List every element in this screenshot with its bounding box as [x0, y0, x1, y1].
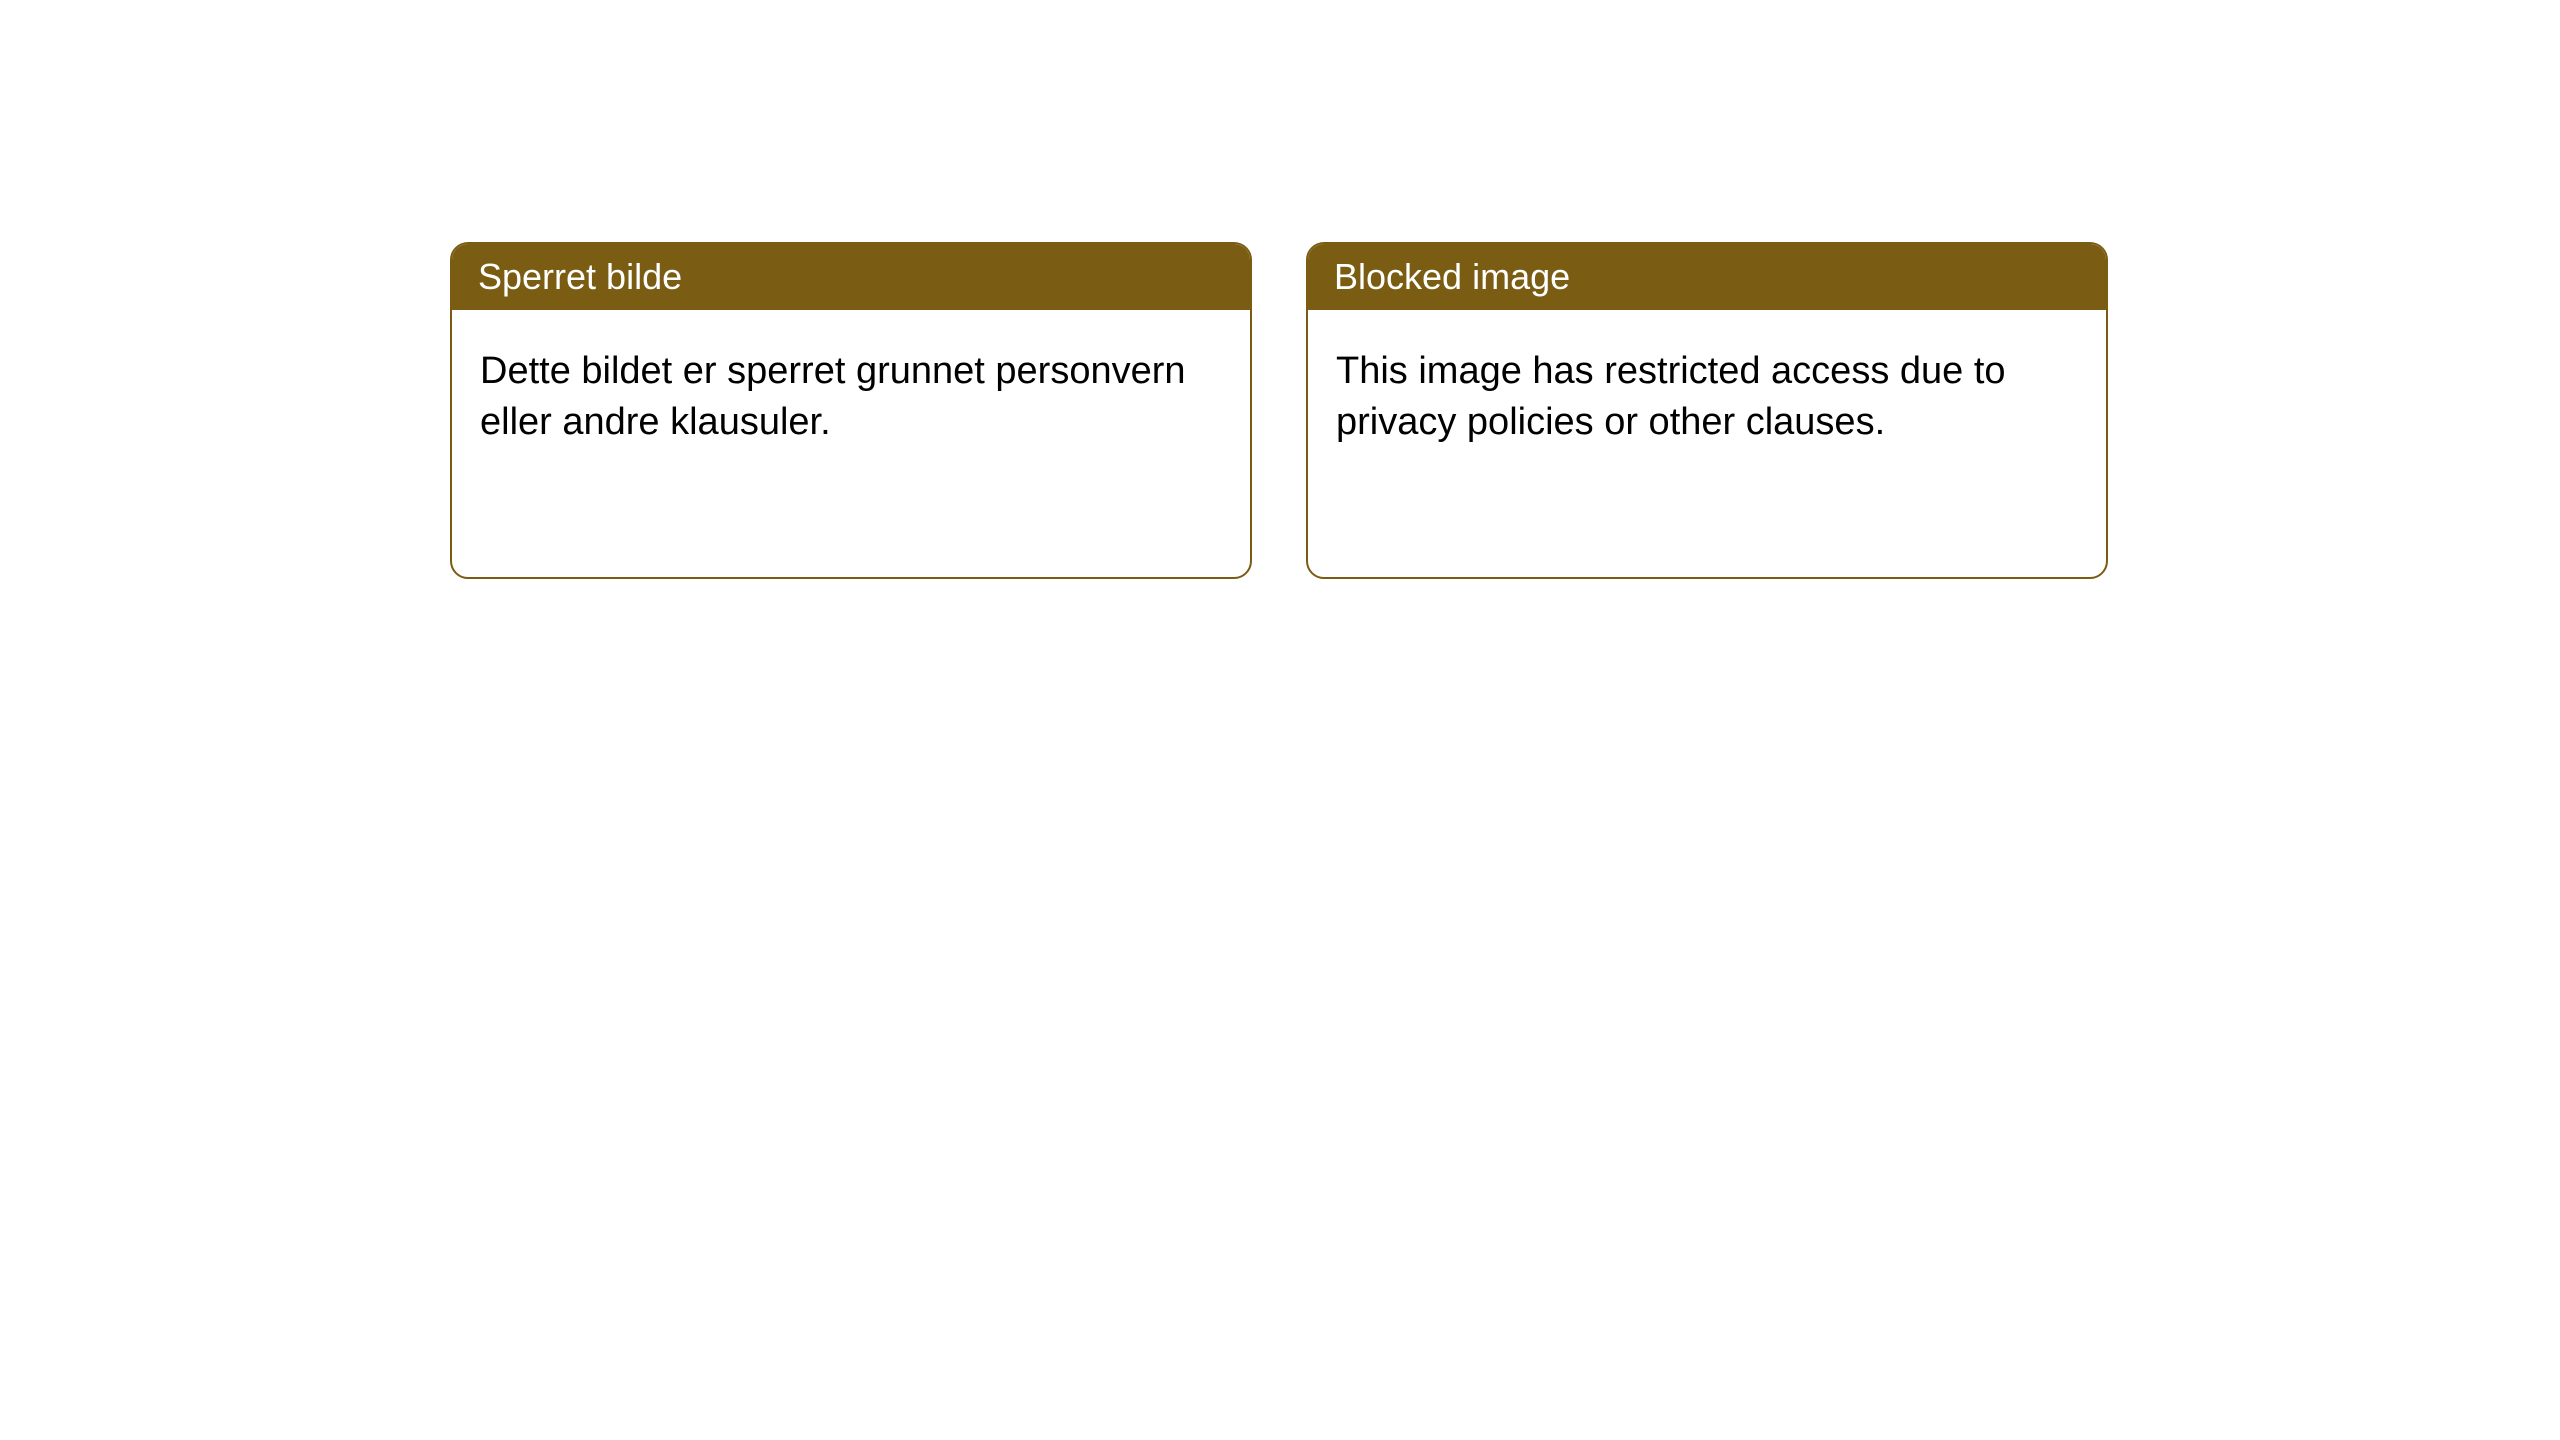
notice-cards-container: Sperret bilde Dette bildet er sperret gr…: [450, 242, 2108, 579]
card-body: This image has restricted access due to …: [1308, 310, 2106, 485]
card-body: Dette bildet er sperret grunnet personve…: [452, 310, 1250, 485]
blocked-image-card-no: Sperret bilde Dette bildet er sperret gr…: [450, 242, 1252, 579]
blocked-image-card-en: Blocked image This image has restricted …: [1306, 242, 2108, 579]
card-header: Blocked image: [1308, 244, 2106, 310]
card-header: Sperret bilde: [452, 244, 1250, 310]
